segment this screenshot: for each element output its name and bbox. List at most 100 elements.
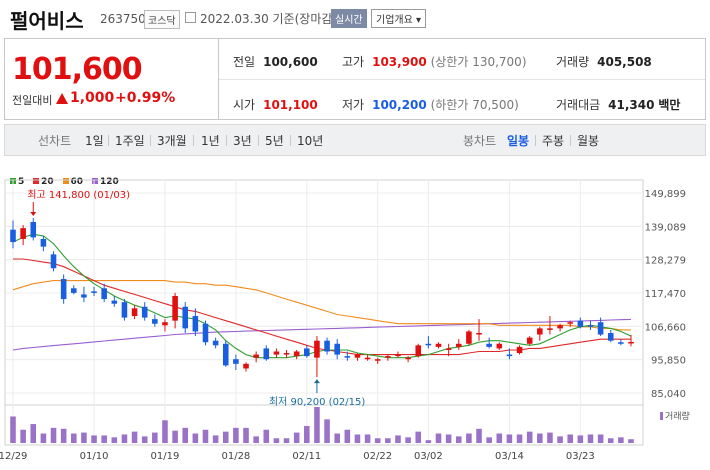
y-tick-label: 117,470 bbox=[645, 289, 686, 300]
upper-limit: (상한가 130,700) bbox=[430, 55, 527, 69]
candle-body bbox=[141, 306, 148, 318]
x-tick-label: 03/02 bbox=[414, 451, 443, 462]
divider bbox=[290, 135, 291, 146]
volume-bar bbox=[172, 430, 178, 443]
tab-monthly[interactable]: 월봉 bbox=[577, 134, 600, 148]
stock-header: 펄어비스 263750 코스닥 2022.03.30 기준(장마감) 실시간 기… bbox=[0, 0, 710, 36]
volume-bar bbox=[435, 433, 442, 443]
high-cell: 고가 103,900 (상한가 130,700) bbox=[342, 53, 527, 70]
volume-bar bbox=[293, 432, 300, 443]
legend-ma20-label: 20 bbox=[41, 177, 54, 187]
candle-body bbox=[101, 288, 107, 300]
tab-3month[interactable]: 3개월 bbox=[157, 134, 187, 148]
volume-legend-label: 거래량 bbox=[665, 412, 690, 422]
volume-bar bbox=[192, 433, 199, 443]
candle-body bbox=[152, 319, 158, 324]
volume-bar bbox=[212, 435, 219, 443]
prev-change-label: 전일대비 bbox=[12, 94, 53, 107]
volume-bar bbox=[364, 434, 371, 443]
realtime-button[interactable]: 실시간 bbox=[331, 9, 367, 28]
divider bbox=[150, 135, 151, 146]
low-annotation: 최저 90,200 (02/15) bbox=[269, 396, 365, 408]
volume-legend: 거래량 bbox=[660, 409, 690, 422]
candle-body bbox=[324, 340, 330, 352]
candle-body bbox=[71, 288, 77, 293]
tab-1year[interactable]: 1년 bbox=[201, 134, 220, 148]
chart-frame bbox=[4, 179, 644, 446]
volume-bar bbox=[60, 428, 67, 443]
chart-period-tabs: 선차트 1일 1주일 3개월 1년 3년 5년 10년 봉차트 일봉 주봉 월봉 bbox=[4, 124, 706, 156]
candle-body bbox=[374, 359, 381, 361]
tab-5year[interactable]: 5년 bbox=[265, 134, 284, 148]
candle-body bbox=[10, 229, 16, 243]
volume-bar bbox=[101, 435, 107, 443]
candle-body bbox=[516, 346, 523, 354]
candle-body bbox=[81, 294, 87, 298]
low-arrow-head bbox=[313, 379, 320, 384]
y-tick-label: 106,660 bbox=[645, 322, 686, 333]
candle-body bbox=[222, 343, 229, 366]
volume-bar bbox=[20, 429, 26, 443]
legend-ma60: 60 bbox=[62, 177, 84, 187]
candle-body bbox=[273, 351, 280, 355]
volume-bar bbox=[567, 434, 573, 443]
candle-body bbox=[263, 348, 270, 360]
candle-body bbox=[40, 238, 47, 247]
legend-ma120: 120 bbox=[91, 177, 119, 187]
volume-bar bbox=[152, 432, 158, 443]
volume-bar bbox=[283, 438, 290, 443]
candle-body bbox=[162, 322, 168, 326]
candle-body bbox=[334, 343, 340, 355]
candle-body bbox=[628, 341, 634, 344]
candle-body bbox=[587, 325, 594, 327]
divider bbox=[226, 135, 227, 146]
high-arrow-head bbox=[30, 211, 37, 216]
tab-1day[interactable]: 1일 bbox=[85, 134, 104, 148]
candlestick-svg: 149,899 139,089 128,279 117,470 106,660 95,85… bbox=[0, 179, 686, 462]
tab-daily[interactable]: 일봉 bbox=[507, 134, 530, 148]
candle-body bbox=[304, 348, 310, 357]
divider bbox=[108, 135, 109, 146]
candle-body bbox=[212, 340, 219, 346]
high-value: 103,900 bbox=[372, 55, 427, 69]
tab-weekly[interactable]: 주봉 bbox=[542, 134, 565, 148]
candle-body bbox=[547, 328, 553, 330]
legend-ma60-label: 60 bbox=[70, 177, 84, 187]
x-tick-label: 02/22 bbox=[363, 451, 392, 462]
price-change: 1,000 bbox=[70, 90, 115, 106]
volume-bar bbox=[466, 433, 472, 443]
volume-bar bbox=[263, 429, 270, 443]
candle-body bbox=[91, 291, 97, 293]
candle-body bbox=[567, 322, 573, 324]
x-tick-label: 01/19 bbox=[151, 451, 180, 462]
ma5-line bbox=[12, 233, 632, 359]
open-value: 101,100 bbox=[263, 98, 318, 112]
prev-close-label: 전일 bbox=[233, 55, 256, 69]
tab-1week[interactable]: 1주일 bbox=[115, 134, 145, 148]
divider bbox=[570, 135, 571, 146]
volume-bar bbox=[577, 435, 584, 443]
volume-bar bbox=[415, 431, 422, 443]
stock-chart[interactable]: 5 20 60 120 149,899 139,089 128,279 117,470… bbox=[0, 160, 710, 470]
candle-body bbox=[50, 254, 57, 269]
volume-bar bbox=[526, 431, 533, 443]
volume-bar bbox=[222, 431, 229, 443]
y-tick-label: 95,850 bbox=[651, 356, 686, 367]
volume-bar bbox=[10, 416, 16, 443]
y-tick-label: 128,279 bbox=[645, 256, 686, 267]
volume-bar bbox=[486, 437, 492, 443]
volume-bar bbox=[385, 438, 391, 443]
volume-bar bbox=[304, 425, 310, 443]
current-price: 101,600 bbox=[12, 52, 143, 87]
candle-body bbox=[233, 359, 239, 364]
volume-bar bbox=[141, 436, 148, 443]
volume-bar bbox=[537, 433, 543, 443]
volume-bar bbox=[162, 420, 168, 443]
tab-10year[interactable]: 10년 bbox=[297, 134, 324, 148]
candle-body bbox=[344, 356, 351, 358]
tab-3year[interactable]: 3년 bbox=[233, 134, 252, 148]
volume-bar bbox=[30, 424, 37, 443]
candle-body bbox=[172, 295, 178, 321]
candle-body bbox=[192, 316, 199, 332]
company-overview-dropdown[interactable]: 기업개요 ▾ bbox=[371, 9, 426, 28]
